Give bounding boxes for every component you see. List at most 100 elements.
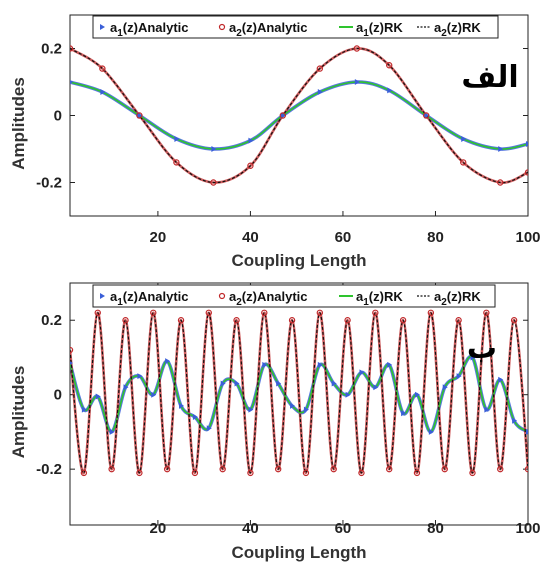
data-point	[109, 428, 115, 435]
data-point	[136, 469, 143, 477]
data-point	[424, 112, 430, 119]
legend-entry-text: (z)RK	[369, 20, 404, 35]
data-point	[353, 45, 361, 52]
y-tick-label: 0	[54, 108, 62, 125]
data-point	[526, 428, 528, 435]
legend-entry-text: (z)Analytic	[242, 289, 308, 304]
plot-area	[69, 14, 529, 217]
data-point	[386, 465, 393, 473]
legend-marker	[100, 24, 105, 30]
series-line-3	[70, 355, 528, 433]
x-tick-label: 40	[242, 520, 259, 537]
data-point	[233, 317, 240, 324]
legend-box	[92, 284, 496, 308]
data-point	[344, 317, 351, 324]
legend-entry-1: a1(z)Analytic	[110, 20, 189, 39]
data-point	[441, 465, 448, 473]
legend-marker	[218, 23, 226, 31]
data-point	[428, 428, 434, 435]
data-point	[99, 65, 106, 72]
legend-entry-sub: 2	[236, 297, 242, 308]
data-point	[497, 179, 504, 186]
x-tick-label: 20	[150, 229, 167, 246]
data-point	[163, 465, 171, 473]
data-point	[179, 402, 185, 409]
legend-entry-3: a1(z)RK	[356, 20, 403, 39]
y-tick-label: 0.2	[41, 41, 62, 58]
data-point	[483, 309, 490, 316]
data-point	[498, 146, 504, 152]
data-point	[234, 380, 240, 387]
x-tick-label: 60	[335, 520, 352, 537]
data-point	[137, 112, 143, 119]
legend-entry-sub: 1	[117, 297, 123, 308]
data-point	[470, 354, 476, 361]
y-tick-label: -0.2	[36, 175, 62, 192]
legend: a1(z)Analytic a2(z)Analytic a1(z)RK a2(z)RK	[92, 15, 499, 39]
data-point	[524, 465, 528, 473]
data-point	[330, 465, 337, 473]
x-tick-label: 100	[515, 520, 540, 537]
data-point	[137, 373, 143, 380]
legend-entry-var: a	[110, 289, 118, 304]
data-point	[345, 391, 351, 398]
data-point	[70, 361, 73, 365]
data-point	[302, 469, 310, 477]
x-tick-label: 40	[242, 229, 259, 246]
x-axis-label: Coupling Length	[231, 251, 366, 270]
series-line-3	[70, 81, 528, 150]
data-point	[414, 391, 420, 398]
data-point	[372, 309, 379, 316]
data-point	[173, 159, 180, 166]
data-point	[248, 137, 254, 144]
data-point	[276, 380, 282, 387]
data-point	[247, 162, 254, 169]
legend-entry-3: a1(z)RK	[356, 289, 403, 308]
data-point	[354, 79, 360, 85]
legend-entry-4: a2(z)RK	[434, 20, 481, 39]
legend-entry-sub: 2	[236, 28, 242, 39]
data-point	[280, 112, 286, 119]
data-point	[70, 80, 73, 84]
legend: a1(z)Analytic a2(z)Analytic a1(z)RK a2(z)RK	[92, 284, 496, 308]
legend-entry-4: a2(z)RK	[434, 289, 481, 308]
legend-entry-var: a	[356, 20, 364, 35]
data-point	[512, 417, 518, 424]
legend-entry-2: a2(z)Analytic	[229, 289, 308, 308]
data-point	[279, 112, 287, 119]
legend-entry-var: a	[229, 20, 237, 35]
data-point	[206, 425, 212, 432]
data-point	[94, 309, 101, 316]
data-point	[442, 384, 448, 391]
data-point	[80, 469, 88, 477]
legend-entry-sub: 1	[363, 297, 369, 308]
data-point	[81, 406, 87, 413]
data-point	[526, 140, 528, 147]
legend-entry-text: (z)Analytic	[123, 289, 189, 304]
series-line-4	[70, 312, 528, 474]
data-point	[460, 159, 467, 166]
data-point	[261, 309, 268, 316]
y-axis-label: Amplitudes	[9, 77, 28, 170]
legend-entry-var: a	[229, 289, 237, 304]
legend-entry-var: a	[356, 289, 364, 304]
data-point	[205, 309, 212, 316]
data-point	[95, 393, 101, 400]
data-point	[100, 89, 106, 96]
legend-entry-text: (z)Analytic	[242, 20, 308, 35]
data-point	[274, 465, 282, 473]
legend-entry-sub: 2	[441, 28, 447, 39]
legend-entry-sub: 1	[117, 28, 123, 39]
data-point	[510, 317, 518, 324]
legend-entry-var: a	[110, 20, 118, 35]
data-point	[136, 112, 143, 119]
x-tick-label: 100	[515, 229, 540, 246]
data-point	[316, 65, 324, 72]
data-point	[484, 406, 490, 413]
chart-panel-bottom: 20 40 60 80 100 0.2 0 -0.2 Coupling Length Amplit…	[9, 282, 541, 562]
legend-entry-text: (z)RK	[447, 20, 482, 35]
data-point	[177, 317, 185, 324]
data-point	[469, 469, 476, 477]
data-point	[219, 465, 226, 473]
